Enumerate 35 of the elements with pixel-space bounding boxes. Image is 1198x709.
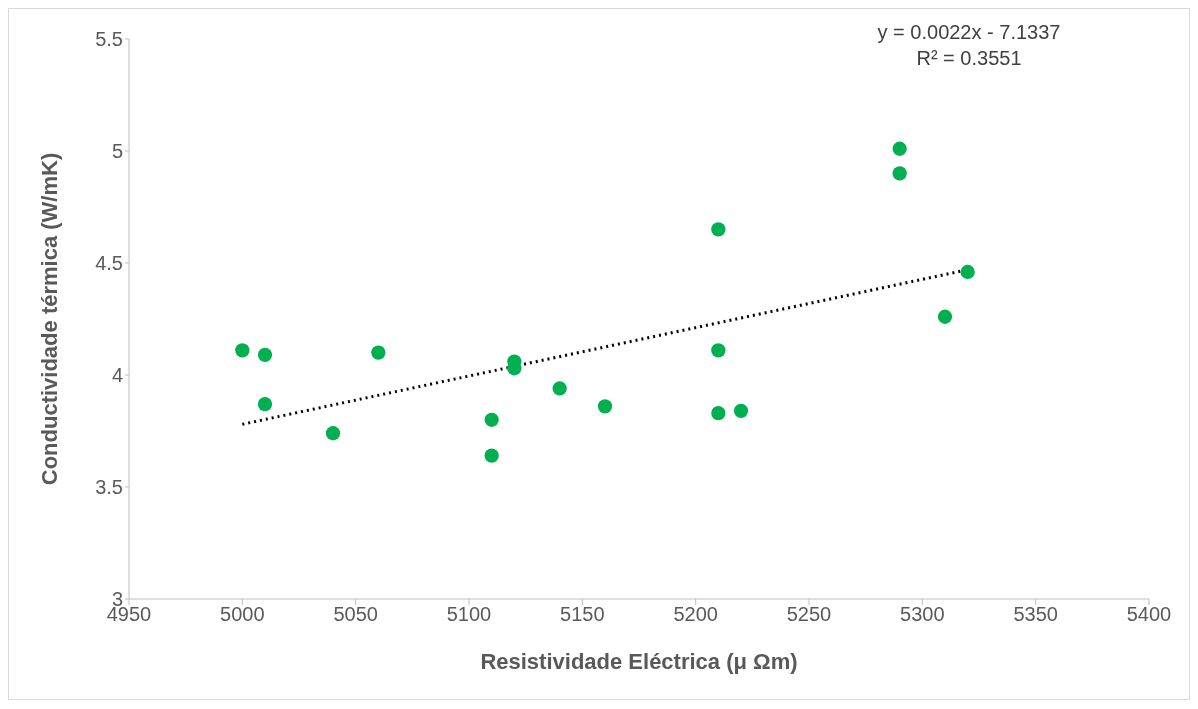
x-tick-label: 5200 — [673, 603, 718, 626]
point — [711, 343, 726, 358]
annotation: R² = 0.3551 — [915, 46, 1023, 71]
y-tick-label: 3.5 — [95, 476, 123, 499]
y-axis-title: Conductividade térmica (W/mK) — [36, 152, 62, 486]
x-tick-label: 5100 — [446, 603, 492, 626]
y-tick-label: 4 — [111, 364, 123, 387]
point — [711, 405, 726, 421]
point — [892, 166, 907, 181]
x-tick-label: 5250 — [786, 603, 832, 626]
y-tick-label: 5.5 — [95, 28, 123, 51]
point — [711, 222, 726, 237]
x-tick-label: 5400 — [1126, 603, 1172, 626]
y-tick-label: 5 — [111, 140, 123, 163]
point — [733, 403, 749, 418]
point — [597, 399, 613, 414]
point — [937, 309, 953, 324]
x-tick-label: 5350 — [1013, 603, 1058, 626]
point — [960, 264, 975, 280]
x-tick-label: 5150 — [560, 603, 605, 626]
point — [235, 343, 250, 358]
point — [892, 141, 907, 156]
x-axis-title: Resistividade Eléctrica (μ Ωm) — [480, 649, 798, 674]
point — [325, 426, 341, 441]
point — [484, 412, 499, 427]
point — [371, 345, 386, 360]
x-tick-label: 5050 — [333, 603, 378, 626]
point — [484, 448, 499, 463]
x-tick-label: 5000 — [220, 603, 265, 626]
annotation: y = 0.0022x - 7.1337 — [876, 20, 1062, 45]
point — [552, 381, 567, 396]
y-tick-label: 4.5 — [95, 252, 123, 275]
x-tick-label: 5300 — [900, 603, 945, 626]
point — [257, 347, 273, 362]
point — [257, 397, 273, 412]
